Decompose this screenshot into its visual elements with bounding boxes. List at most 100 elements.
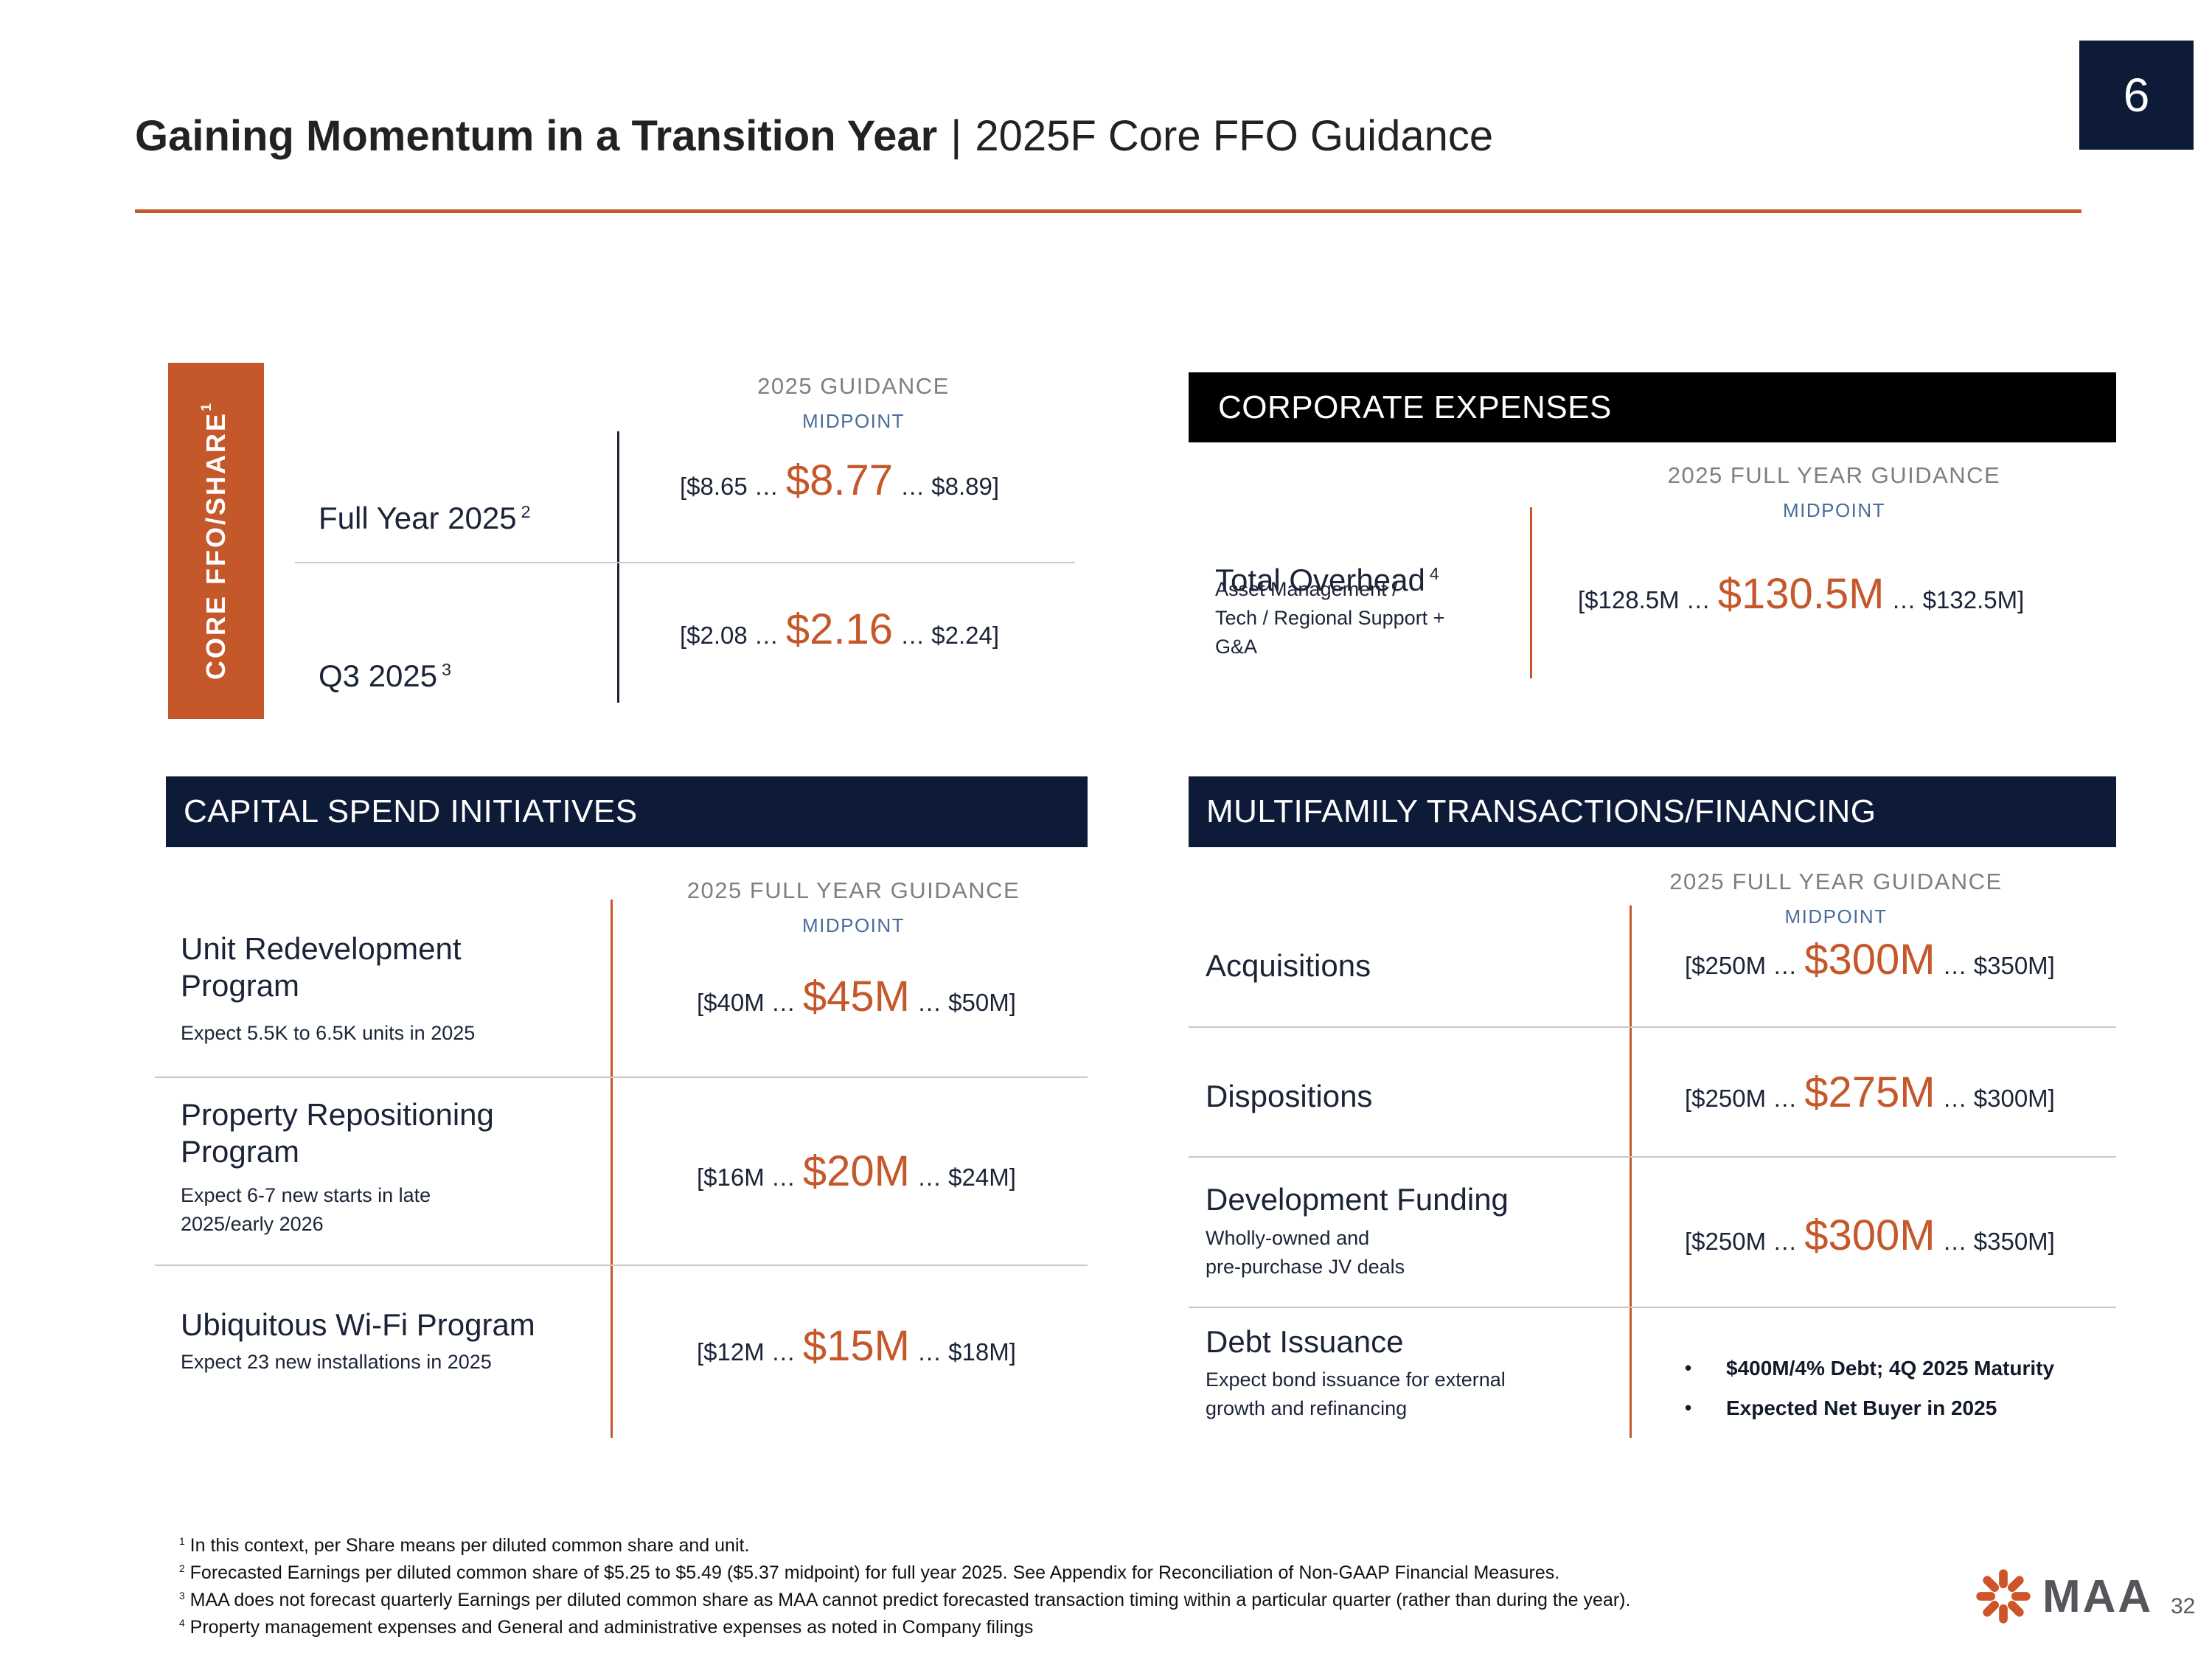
footnote-text: MAA does not forecast quarterly Earnings… (189, 1590, 1631, 1610)
guidance-header: 2025 FULL YEAR GUIDANCE (686, 877, 1020, 903)
capital-spend-row-label: Unit Redevelopment Program (181, 931, 462, 1003)
range-midpoint: $45M (802, 973, 910, 1020)
multifamily-guidance-head: 2025 FULL YEAR GUIDANCE MIDPOINT (1593, 869, 2079, 928)
row-label-text: Total Overhead (1215, 562, 1425, 597)
range-low: [$2.08 … (680, 622, 779, 649)
capital-spend-row-divider (155, 1265, 1088, 1266)
core-ffo-side-label: CORE FFO/SHARE1 (198, 401, 232, 681)
page-number: 32 (2171, 1594, 2196, 1618)
corporate-expenses-row-description: Asset Management / Tech / Regional Suppo… (1215, 578, 1445, 658)
range-midpoint: $300M (1804, 936, 1935, 984)
core-ffo-side-tab: CORE FFO/SHARE1 (168, 363, 264, 719)
core-ffo-side-label-superscript: 1 (198, 401, 215, 412)
bullet-item: • Expected Net Buyer in 2025 (1685, 1397, 2054, 1420)
range-low: [$40M … (697, 989, 796, 1016)
capital-spend-value: [$16M … $20M … $24M] (697, 1147, 1016, 1196)
guidance-header: 2025 GUIDANCE (757, 373, 950, 399)
range-high: … $50M] (917, 989, 1016, 1016)
footnote-superscript: 1 (179, 1535, 185, 1547)
corporate-expenses-value: [$128.5M … $130.5M… $132.5M] (1578, 569, 2024, 619)
row-superscript: 3 (442, 659, 451, 679)
section-header-label: CAPITAL SPEND INITIATIVES (184, 793, 638, 830)
slide-number-badge: 6 (2079, 41, 2194, 150)
range-high: … $18M] (917, 1338, 1016, 1366)
maa-flower-icon (1976, 1569, 2031, 1624)
multifamily-row-divider (1189, 1156, 2116, 1158)
range-high: … $2.24] (900, 622, 999, 649)
corporate-expenses-vertical-divider (1530, 507, 1532, 678)
corporate-expenses-guidance-head: 2025 FULL YEAR GUIDANCE MIDPOINT (1589, 462, 2079, 522)
guidance-header: 2025 FULL YEAR GUIDANCE (1669, 869, 2003, 894)
range-low: [$128.5M … (1578, 586, 1711, 613)
capital-spend-row-description: Expect 5.5K to 6.5K units in 2025 (181, 1022, 476, 1044)
footnote-superscript: 3 (179, 1590, 185, 1601)
midpoint-label: MIDPOINT (1782, 499, 1886, 521)
maa-logo: MAA (1975, 1568, 2153, 1625)
footnotes: 1 In this context, per Share means per di… (179, 1532, 1630, 1641)
multifamily-row-label: Acquisitions (1206, 948, 1371, 983)
core-ffo-guidance-head: 2025 GUIDANCE MIDPOINT (660, 373, 1047, 433)
range-high: … $24M] (917, 1164, 1016, 1191)
multifamily-row-divider (1189, 1307, 2116, 1308)
range-high: … $350M] (1942, 1228, 2055, 1255)
capital-spend-row-description: Expect 6-7 new starts in late 2025/early… (181, 1184, 431, 1236)
bullet-marker-icon: • (1685, 1357, 1692, 1379)
range-midpoint: $20M (802, 1147, 910, 1195)
footnote: 1 In this context, per Share means per di… (179, 1532, 1630, 1559)
core-ffo-value-full-year: [$8.65 … $8.77… $8.89] (680, 456, 999, 505)
range-midpoint: $15M (802, 1322, 910, 1370)
multifamily-bullet-list: • $400M/4% Debt; 4Q 2025 Maturity • Expe… (1685, 1357, 2054, 1436)
section-header-label: CORPORATE EXPENSES (1218, 389, 1612, 425)
range-midpoint: $8.77 (785, 456, 894, 504)
multifamily-vertical-divider (1630, 905, 1632, 1438)
bullet-marker-icon: • (1685, 1397, 1692, 1419)
capital-spend-row-divider (155, 1077, 1088, 1078)
slide-number: 6 (2123, 69, 2150, 122)
bullet-text: Expected Net Buyer in 2025 (1726, 1397, 1997, 1419)
core-ffo-row-divider (295, 562, 1075, 563)
row-label-text: Full Year 2025 (319, 500, 517, 535)
multifamily-value: [$250M … $300M … $350M] (1685, 935, 2055, 984)
footnote-text: Forecasted Earnings per diluted common s… (189, 1562, 1560, 1583)
corporate-expenses-header-bar: CORPORATE EXPENSES (1189, 372, 2116, 442)
title-main: Gaining Momentum in a Transition Year (135, 112, 938, 160)
bullet-item: • $400M/4% Debt; 4Q 2025 Maturity (1685, 1357, 2054, 1380)
guidance-header: 2025 FULL YEAR GUIDANCE (1667, 462, 2001, 488)
core-ffo-side-label-text: CORE FFO/SHARE (201, 411, 231, 681)
range-high: … $300M] (1942, 1085, 2055, 1112)
midpoint-label: MIDPOINT (1784, 905, 1888, 928)
multifamily-row-divider (1189, 1026, 2116, 1028)
capital-spend-header-bar: CAPITAL SPEND INITIATIVES (166, 776, 1088, 847)
capital-spend-row-label: Ubiquitous Wi-Fi Program (181, 1307, 535, 1342)
capital-spend-value: [$40M … $45M … $50M] (697, 972, 1016, 1021)
core-ffo-vertical-divider (617, 431, 619, 703)
multifamily-header-bar: MULTIFAMILY TRANSACTIONS/FINANCING (1189, 776, 2116, 847)
capital-spend-vertical-divider (611, 900, 613, 1438)
footnote: 3 MAA does not forecast quarterly Earning… (179, 1587, 1630, 1614)
footnote: 4 Property management expenses and Genera… (179, 1614, 1630, 1641)
multifamily-row-description: Wholly-owned and pre-purchase JV deals (1206, 1227, 1405, 1279)
core-ffo-value-q3: [$2.08 … $2.16… $2.24] (680, 605, 999, 654)
footnote-text: Property management expenses and General… (189, 1617, 1034, 1638)
range-midpoint: $300M (1804, 1211, 1935, 1259)
title-subtitle: 2025F Core FFO Guidance (975, 112, 1494, 160)
capital-spend-value: [$12M … $15M… $18M] (697, 1321, 1016, 1371)
multifamily-value: [$250M … $275M … $300M] (1685, 1068, 2055, 1117)
range-low: [$16M … (697, 1164, 796, 1191)
footnote-superscript: 4 (179, 1617, 185, 1629)
range-low: [$12M … (697, 1338, 796, 1366)
core-ffo-row-label-full-year: Full Year 2025 2 (319, 463, 530, 536)
midpoint-label: MIDPOINT (801, 410, 905, 432)
maa-brand-text: MAA (2042, 1571, 2154, 1622)
range-low: [$250M … (1685, 1228, 1798, 1255)
range-low: [$8.65 … (680, 473, 779, 500)
slide-title: Gaining Momentum in a Transition Year | 20… (135, 112, 1493, 161)
range-midpoint: $130.5M (1717, 570, 1885, 618)
range-midpoint: $275M (1804, 1068, 1935, 1116)
range-high: … $350M] (1942, 952, 2055, 979)
title-underline (135, 209, 2081, 213)
midpoint-label: MIDPOINT (801, 914, 905, 936)
multifamily-row-label: Development Funding (1206, 1182, 1509, 1217)
footnote: 2 Forecasted Earnings per diluted common … (179, 1559, 1630, 1587)
